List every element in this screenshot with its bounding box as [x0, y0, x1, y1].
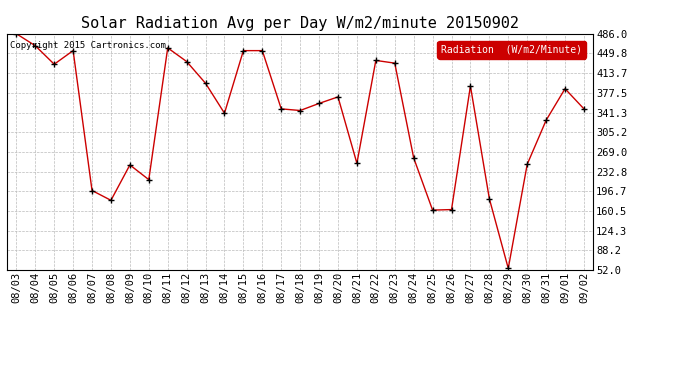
Text: Copyright 2015 Cartronics.com: Copyright 2015 Cartronics.com	[10, 41, 166, 50]
Title: Solar Radiation Avg per Day W/m2/minute 20150902: Solar Radiation Avg per Day W/m2/minute …	[81, 16, 519, 31]
Legend: Radiation  (W/m2/Minute): Radiation (W/m2/Minute)	[437, 41, 586, 59]
